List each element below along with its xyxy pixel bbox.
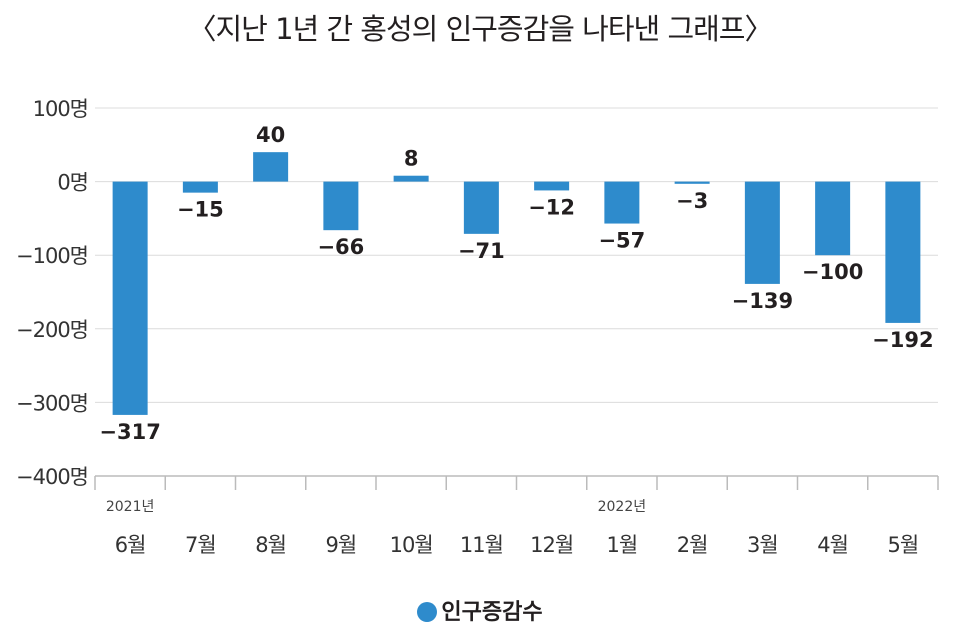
data-label: −192 <box>872 328 933 352</box>
x-tick-label: 4월 <box>817 533 848 557</box>
legend: 인구증감수 <box>0 594 960 626</box>
bar <box>604 181 640 224</box>
x-tick-label: 6월 <box>115 533 146 557</box>
y-tick-label: −100명 <box>16 244 88 268</box>
data-label: 8 <box>404 147 419 171</box>
x-tick-label: 9월 <box>326 533 357 557</box>
data-label: −15 <box>177 198 224 222</box>
bar <box>182 181 218 193</box>
bar <box>815 181 851 256</box>
x-tick-label: 12월 <box>530 533 573 557</box>
data-label: −139 <box>732 289 793 313</box>
bar <box>744 181 780 284</box>
data-label: −71 <box>458 239 505 263</box>
y-tick-label: −300명 <box>16 391 88 415</box>
data-label: −12 <box>528 195 575 219</box>
data-label: −3 <box>676 189 708 213</box>
chart-title: 〈지난 1년 간 홍성의 인구증감을 나타낸 그래프〉 <box>187 12 773 46</box>
y-tick-label: 0명 <box>57 171 88 195</box>
y-tick-label: −200명 <box>16 318 88 342</box>
data-label: −317 <box>99 420 160 444</box>
x-tick-label: 7월 <box>185 533 216 557</box>
legend-swatch <box>417 602 438 622</box>
bar <box>112 181 148 415</box>
bar <box>885 181 921 323</box>
y-tick-label: −400명 <box>16 465 88 489</box>
bar <box>534 181 570 191</box>
x-tick-label: 10월 <box>390 533 433 557</box>
data-label: 40 <box>256 123 285 147</box>
y-tick-label: 100명 <box>33 97 88 121</box>
bar <box>674 181 710 184</box>
data-label: −66 <box>317 235 364 259</box>
bar <box>253 152 289 182</box>
x-tick-label: 1월 <box>607 533 638 557</box>
bar <box>393 175 429 182</box>
x-tick-label: 5월 <box>888 533 919 557</box>
legend-label: 인구증감수 <box>441 600 543 625</box>
x-tick-label: 8월 <box>255 533 286 557</box>
data-label: −100 <box>802 260 863 284</box>
x-tick-label: 3월 <box>747 533 778 557</box>
x-tick-label: 2월 <box>677 533 708 557</box>
bar-chart: 100명 0명 −100명 −200명 −300명 −400명 −317 6월 −15 7월 40 8… <box>16 97 939 557</box>
data-label: −57 <box>598 229 645 253</box>
year-label: 2021년 <box>106 499 155 515</box>
bar <box>323 181 359 231</box>
year-label: 2022년 <box>598 499 647 515</box>
x-tick-label: 11월 <box>460 533 503 557</box>
bar <box>463 181 499 234</box>
